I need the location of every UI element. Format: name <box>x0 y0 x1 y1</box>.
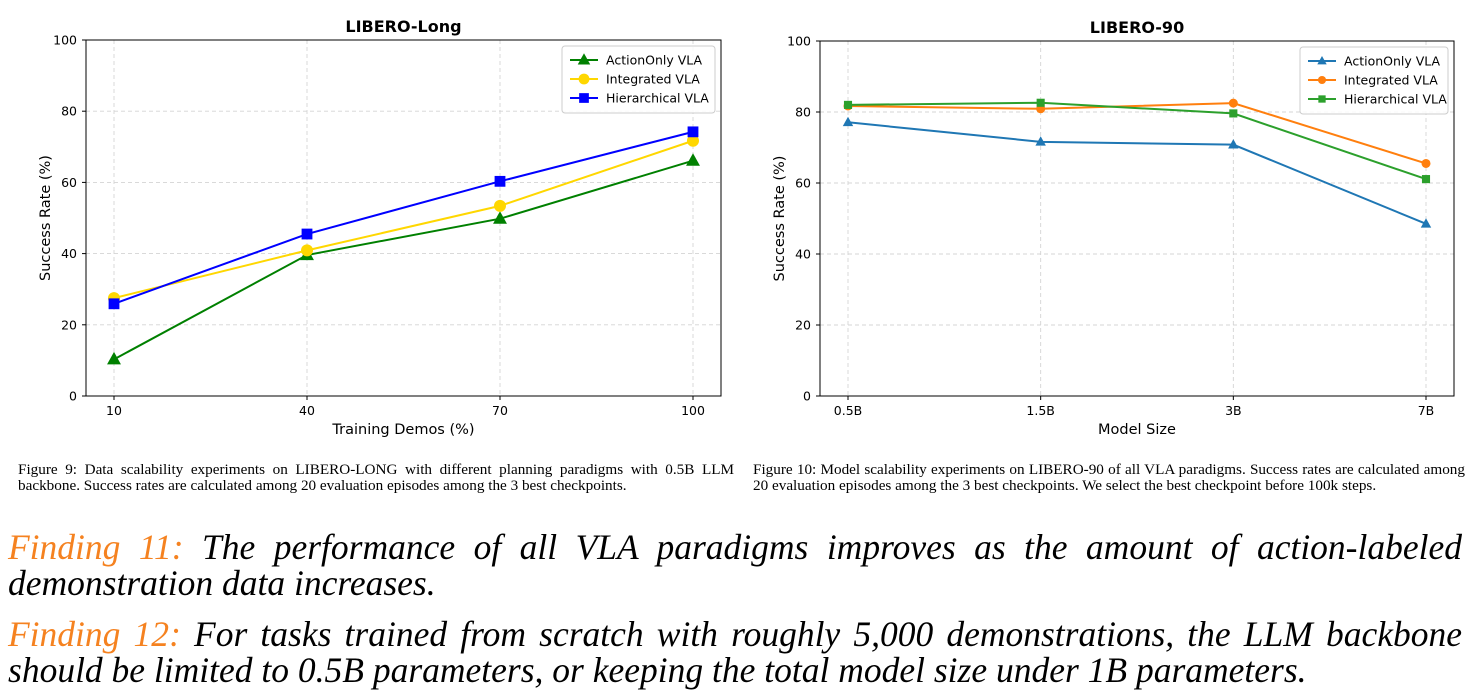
long-plot-frame <box>85 39 722 397</box>
long-chart-title: LIBERO-Long <box>345 17 461 36</box>
l90-point-0-3 <box>1420 218 1432 228</box>
finding-12-text: For tasks trained from scratch with roug… <box>8 614 1463 690</box>
l90-point-0-1 <box>1035 136 1046 146</box>
l90-plot-frame <box>819 40 1455 397</box>
l90-series-line-2 <box>847 101 1427 181</box>
long-legend-label-0: ActionOnly VLA <box>606 53 703 68</box>
finding-12-separator: : <box>169 614 195 654</box>
l90-point-2-1 <box>1036 98 1045 107</box>
l90-legend-label-0: ActionOnly VLA <box>1344 54 1441 69</box>
long-point-0-2 <box>493 211 507 224</box>
figure-9-caption: Figure 9: Data scalability experiments o… <box>18 461 734 494</box>
finding-12-label: Finding 12 <box>8 614 170 654</box>
long-series-line-2 <box>113 130 694 305</box>
long-point-1-3 <box>687 134 699 147</box>
l90-xtick-label-3: 7B <box>1418 403 1435 418</box>
long-legend-marker-2 <box>579 93 589 103</box>
l90-legend-marker-1 <box>1317 75 1327 85</box>
long-xtick-label-1: 40 <box>299 403 315 418</box>
long-point-0-0 <box>107 351 121 365</box>
l90-point-2-3 <box>1421 175 1431 184</box>
long-ytick-label-2: 40 <box>61 246 77 261</box>
finding-11-label: Finding 11 <box>8 527 172 567</box>
finding-11-text: The performance of all VLA paradigms imp… <box>8 527 1462 603</box>
l90-ytick-label-3: 60 <box>795 176 811 191</box>
l90-x-axis-label: Model Size <box>1098 422 1176 438</box>
long-y-axis-label: Success Rate (%) <box>38 155 54 281</box>
l90-legend <box>1299 46 1449 115</box>
long-point-1-2 <box>494 199 506 212</box>
l90-point-0-2 <box>1228 139 1239 149</box>
l90-y-axis-label: Success Rate (%) <box>772 156 788 282</box>
l90-point-1-3 <box>1421 158 1431 168</box>
l90-ytick-label-0: 0 <box>803 389 811 404</box>
l90-point-2-0 <box>843 100 853 109</box>
long-point-2-0 <box>108 298 120 310</box>
long-series-line-1 <box>113 139 694 300</box>
long-xtick-label-2: 70 <box>492 403 508 418</box>
long-point-1-1 <box>301 244 313 257</box>
l90-legend-marker-2 <box>1318 95 1326 103</box>
long-legend-label-2: Hierarchical VLA <box>606 91 709 106</box>
l90-xtick-label-0: 0.5B <box>834 403 862 418</box>
libero-long-chart: 0 20 40 60 80 100 10 40 70 100 LIBERO-Long Training… <box>38 17 722 438</box>
l90-legend-marker-0 <box>1317 55 1327 65</box>
finding-11: Finding 11: The performance of all VLA p… <box>8 529 1462 601</box>
long-ytick-label-5: 100 <box>53 33 77 48</box>
l90-legend-label-1: Integrated VLA <box>1344 73 1438 88</box>
long-ytick-label-0: 0 <box>69 389 77 404</box>
long-ytick-label-3: 60 <box>61 175 77 190</box>
l90-xtick-label-1: 1.5B <box>1026 403 1054 418</box>
l90-ytick-label-4: 80 <box>795 105 811 120</box>
figure-10-caption: Figure 10: Model scalability experiments… <box>753 461 1465 494</box>
finding-12: Finding 12: For tasks trained from scrat… <box>8 616 1462 688</box>
long-point-0-3 <box>686 153 700 166</box>
l90-ytick-label-2: 40 <box>795 247 811 262</box>
long-ytick-label-4: 80 <box>61 104 77 119</box>
long-series-line-0 <box>113 159 694 361</box>
long-point-2-3 <box>687 126 699 138</box>
long-legend <box>561 45 716 114</box>
l90-legend-label-2: Hierarchical VLA <box>1344 92 1447 107</box>
long-point-2-2 <box>494 175 506 187</box>
l90-ytick-label-1: 20 <box>795 318 811 333</box>
finding-11-separator: : <box>171 527 203 567</box>
l90-series-line-0 <box>847 121 1427 225</box>
l90-point-1-2 <box>1228 98 1238 108</box>
long-point-2-1 <box>301 228 313 240</box>
l90-series-line-1 <box>847 102 1427 165</box>
long-xtick-label-3: 100 <box>681 403 705 418</box>
l90-point-2-2 <box>1229 109 1238 118</box>
l90-point-0-0 <box>842 116 854 127</box>
l90-ytick-label-5: 100 <box>787 34 811 49</box>
long-ytick-label-1: 20 <box>61 317 77 332</box>
l90-chart-title: LIBERO-90 <box>1090 18 1184 37</box>
long-legend-marker-1 <box>578 73 590 85</box>
long-legend-label-1: Integrated VLA <box>606 72 700 87</box>
long-legend-marker-0 <box>577 53 591 65</box>
long-xtick-label-0: 10 <box>106 403 122 418</box>
long-x-axis-label: Training Demos (%) <box>331 422 474 438</box>
libero-90-chart: 0 20 40 60 80 100 0.5B 1.5B 3B 7B LIBERO-90 Model S… <box>772 18 1455 438</box>
l90-xtick-label-2: 3B <box>1225 403 1242 418</box>
